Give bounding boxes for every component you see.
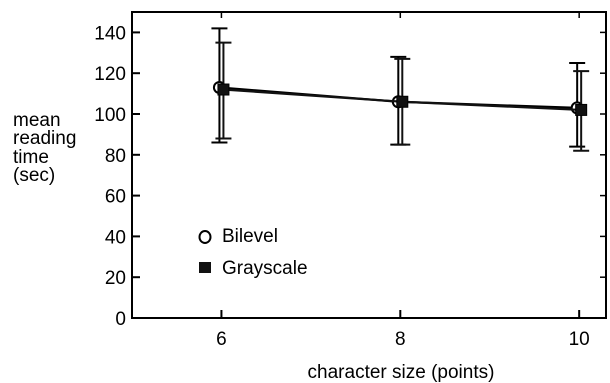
y-tick-label: 120 [94,64,126,85]
x-tick-label: 10 [569,329,590,350]
data-point [396,95,409,108]
x-tick-label: 8 [395,329,406,350]
x-axis-label: character size (points) [308,362,495,383]
y-axis-label-line: (sec) [13,165,55,186]
legend-marker-bilevel [198,230,212,244]
plot-frame [131,11,607,319]
y-tick-label: 20 [105,268,126,289]
y-tick-label: 80 [105,146,126,167]
y-tick-label: 60 [105,187,126,208]
legend: Bilevel Grayscale [198,226,308,279]
legend-label-bilevel: Bilevel [222,226,278,247]
legend-label-grayscale: Grayscale [222,258,308,279]
y-tick-label: 0 [115,309,126,330]
data-point [217,83,230,96]
y-axis-label-line: reading [13,128,76,149]
y-axis-label-line: mean [13,110,61,131]
series-bilevel [211,27,586,148]
y-axis-label-line: time [13,147,49,168]
data-point [575,103,588,116]
y-tick-label: 40 [105,227,126,248]
y-tick-label: 100 [94,105,126,126]
y-tick-label: 140 [94,23,126,44]
x-tick-label: 6 [216,329,227,350]
legend-marker-grayscale [199,262,211,273]
series-grayscale [215,41,590,152]
